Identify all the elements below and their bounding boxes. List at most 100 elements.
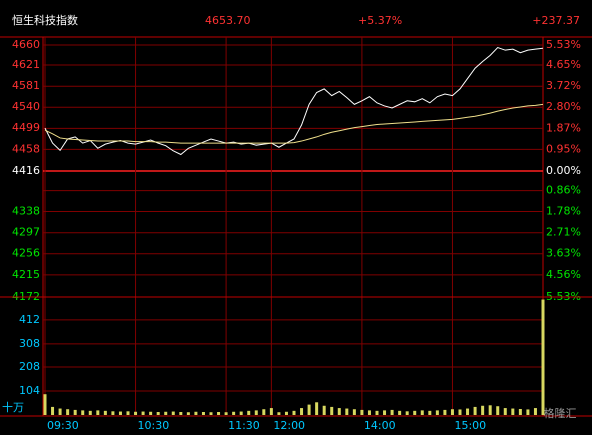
chart-title: 恒生科技指数 <box>12 13 78 27</box>
volume-bar <box>247 410 251 415</box>
volume-bar <box>300 408 304 415</box>
volume-bar <box>345 408 349 415</box>
y-tick-label: 4581 <box>12 79 40 92</box>
volume-bar <box>541 299 545 415</box>
volume-bar <box>164 411 168 415</box>
x-tick-label: 11:30 <box>228 419 260 432</box>
volume-bar <box>315 402 319 415</box>
y2-tick-label: 2.71% <box>546 226 581 239</box>
volume-bar <box>330 406 334 415</box>
y2-tick-label: 1.78% <box>546 205 581 218</box>
volume-bar <box>352 409 356 415</box>
volume-bar <box>43 394 47 415</box>
volume-bar <box>224 412 228 415</box>
volume-bar <box>383 410 387 415</box>
volume-bar <box>111 411 115 415</box>
volume-bar <box>254 410 258 415</box>
y2-tick-label: 0.95% <box>546 142 581 155</box>
volume-bar <box>58 408 62 415</box>
volume-bar <box>322 405 326 415</box>
volume-bar <box>413 410 417 415</box>
volume-bar <box>217 411 221 415</box>
volume-bar <box>73 409 77 415</box>
x-tick-label: 09:30 <box>47 419 79 432</box>
volume-bar <box>473 406 477 415</box>
price-line <box>44 103 544 144</box>
x-tick-label: 10:30 <box>138 419 170 432</box>
volume-bar <box>443 409 447 415</box>
volume-bar <box>232 411 236 415</box>
volume-bar <box>526 409 530 415</box>
y2-tick-label: 4.65% <box>546 58 581 71</box>
volume-bar <box>277 412 281 415</box>
volume-bar <box>307 404 311 415</box>
y2-tick-label: 3.72% <box>546 79 581 92</box>
y-tick-label: 4297 <box>12 225 40 238</box>
x-tick-label: 12:00 <box>273 419 305 432</box>
x-tick-label: 14:00 <box>364 419 396 432</box>
volume-bar <box>390 409 394 415</box>
y2-tick-label: 5.53% <box>546 38 581 51</box>
volume-bar <box>518 408 522 415</box>
watermark: 格隆汇 <box>544 406 577 420</box>
volume-bar <box>171 411 175 415</box>
x-tick-label: 15:00 <box>454 419 486 432</box>
y2-tick-label: 0.00% <box>546 164 581 177</box>
volume-bar <box>134 411 138 415</box>
volume-bar <box>81 410 85 415</box>
y-tick-label: 4256 <box>12 247 40 260</box>
volume-tick-label: 208 <box>19 360 40 373</box>
change-percent: +5.37% <box>358 14 402 27</box>
volume-bar <box>126 411 130 415</box>
y2-tick-label: 4.56% <box>546 268 581 281</box>
y-tick-label: 4499 <box>12 121 40 134</box>
volume-bar <box>375 410 379 415</box>
volume-bar <box>533 408 537 415</box>
volume-bar <box>88 410 92 415</box>
volume-tick-label: 308 <box>19 337 40 350</box>
volume-bar <box>496 406 500 415</box>
y-tick-label: 4215 <box>12 268 40 281</box>
volume-unit: 十万 <box>2 400 24 414</box>
volume-bar <box>103 410 107 415</box>
volume-bar <box>284 411 288 415</box>
volume-bar <box>458 409 462 415</box>
price-line <box>44 47 544 156</box>
volume-bar <box>428 410 432 415</box>
volume-bar <box>149 411 153 415</box>
volume-bar <box>66 409 70 415</box>
y2-tick-label: 3.63% <box>546 247 581 260</box>
volume-bar <box>118 411 122 415</box>
y-tick-label: 4621 <box>12 58 40 71</box>
volume-bar <box>186 412 190 415</box>
volume-bar <box>398 410 402 415</box>
volume-bar <box>435 410 439 415</box>
volume-bar <box>239 411 243 415</box>
volume-bar <box>96 410 100 415</box>
y-tick-label: 4540 <box>12 100 40 113</box>
volume-bar <box>360 409 364 415</box>
volume-bar <box>262 409 266 415</box>
volume-tick-label: 104 <box>19 384 40 397</box>
last-price: 4653.70 <box>205 14 251 27</box>
y2-tick-label: 1.87% <box>546 121 581 134</box>
volume-tick-label: 412 <box>19 313 40 326</box>
volume-bar <box>511 408 515 415</box>
volume-bar <box>194 411 198 415</box>
volume-bar <box>209 412 213 415</box>
y2-tick-label: 0.86% <box>546 184 581 197</box>
y-tick-label: 4338 <box>12 204 40 217</box>
volume-bar <box>367 410 371 415</box>
y-tick-label: 4458 <box>12 142 40 155</box>
volume-bar <box>269 408 273 415</box>
change: +237.37 <box>532 14 580 27</box>
volume-bar <box>179 411 183 415</box>
volume-bar <box>466 408 470 415</box>
volume-bar <box>450 409 454 415</box>
y2-tick-label: 2.80% <box>546 100 581 113</box>
y-tick-label: 4660 <box>12 38 40 51</box>
volume-bar <box>488 405 492 415</box>
volume-bar <box>156 411 160 415</box>
volume-bar <box>292 410 296 415</box>
volume-bar <box>481 405 485 415</box>
